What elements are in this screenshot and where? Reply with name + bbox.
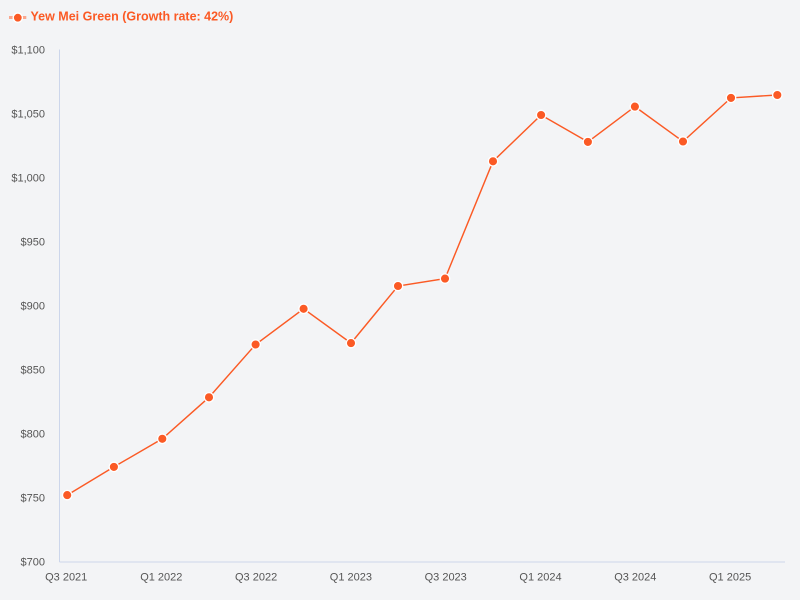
svg-text:$1,000: $1,000 [11,173,45,185]
svg-text:Q1 2025: Q1 2025 [709,572,751,584]
svg-text:Q1 2024: Q1 2024 [519,572,561,584]
svg-text:Q3 2021: Q3 2021 [45,572,87,584]
svg-text:Yew Mei Green (Growth rate: 42: Yew Mei Green (Growth rate: 42%) [31,10,234,24]
svg-text:Q1 2023: Q1 2023 [330,572,372,584]
svg-text:$850: $850 [21,365,45,377]
svg-text:Q1 2022: Q1 2022 [140,572,182,584]
svg-text:$1,050: $1,050 [11,109,45,121]
svg-text:$700: $700 [21,557,45,569]
svg-text:Q3 2023: Q3 2023 [425,572,467,584]
svg-text:$750: $750 [21,493,45,505]
svg-text:$900: $900 [21,301,45,313]
svg-text:$1,100: $1,100 [11,45,45,57]
svg-text:$800: $800 [21,429,45,441]
svg-text:Q3 2022: Q3 2022 [235,572,277,584]
svg-text:Q3 2024: Q3 2024 [614,572,656,584]
svg-text:$950: $950 [21,237,45,249]
